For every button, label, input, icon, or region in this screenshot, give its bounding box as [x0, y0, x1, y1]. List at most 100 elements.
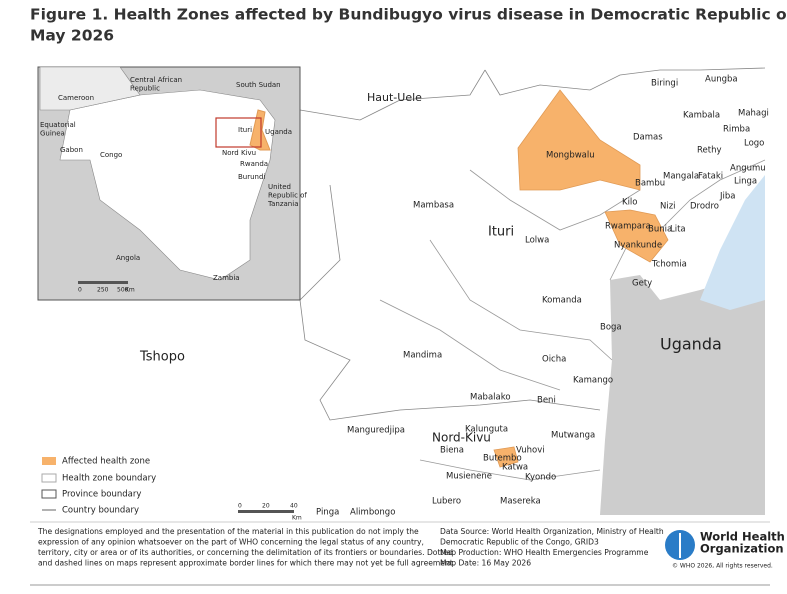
zone-label: Musienene [446, 472, 492, 482]
inset-label: Republic [130, 85, 160, 93]
zone-label: Nyankunde [614, 241, 662, 251]
scale-unit: Km [292, 515, 302, 522]
region-label: Haut-Uele [367, 91, 422, 104]
zone-label: Vuhovi [516, 446, 545, 456]
zone-label: Masereka [500, 497, 541, 507]
inset-label: Ituri [238, 126, 252, 134]
zone-label: Damas [633, 133, 663, 143]
inset-map [37, 66, 301, 301]
zone-label: Bunia [648, 225, 672, 235]
legend-swatch [41, 473, 57, 483]
scale-tick: 40 [290, 503, 298, 510]
zone-label: Alimbongo [350, 508, 395, 518]
zone-label: Mangala [663, 172, 699, 182]
inset-label: Republic of [268, 192, 307, 200]
disclaimer: territory, city or area or of its author… [38, 548, 453, 557]
zone-label: Lubero [432, 497, 461, 507]
zone-label: Nizi [660, 202, 676, 212]
disclaimer: and dashed lines on maps represent appro… [38, 559, 455, 568]
region-label: Ituri [488, 225, 514, 240]
affected-zone [517, 89, 641, 191]
zone-label: Boga [600, 323, 622, 333]
inset-label: South Sudan [236, 81, 281, 89]
zone-label: Fataki [698, 172, 723, 182]
zone-label: Aungba [705, 75, 738, 85]
uganda-area [600, 270, 765, 515]
inset-label: Burundi [238, 173, 265, 181]
inset-label: Uganda [265, 128, 292, 136]
zone-label: Kambala [683, 111, 720, 121]
scale-tick: 20 [262, 503, 270, 510]
disclaimer: The designations employed and the presen… [37, 527, 419, 536]
zone-label: Rimba [723, 125, 750, 135]
region-label: Tshopo [139, 350, 185, 365]
scale-tick: 250 [97, 287, 109, 294]
inset-label: Rwanda [240, 160, 268, 168]
region-label: Nord-Kivu [432, 431, 491, 445]
scale-tick: 0 [78, 287, 82, 294]
inset-label: Equatorial [40, 121, 76, 129]
legend [41, 457, 294, 513]
legend-label: Affected health zone [62, 457, 150, 467]
inset-label: Tanzania [267, 200, 298, 208]
zone-label: Mongbwalu [546, 151, 595, 161]
zone-label: Gety [632, 279, 652, 289]
zone-label: Kilo [622, 198, 638, 208]
data-source: Map Production: WHO Health Emergencies P… [440, 548, 649, 557]
affected-zone [604, 209, 669, 263]
legend-label: Country boundary [62, 506, 139, 516]
scale-tick: 500 [117, 287, 129, 294]
legend-label: Province boundary [62, 490, 141, 500]
zone-label: Mambasa [413, 201, 454, 211]
zone-label: Pinga [316, 508, 339, 518]
affected-zone [493, 446, 519, 468]
inset-label: United [268, 183, 291, 191]
inset-label: Gabon [60, 146, 83, 154]
legend-label: Health zone boundary [62, 474, 156, 484]
org-name: Organization [700, 542, 784, 556]
inset-label: Cameroon [58, 94, 94, 102]
zone-label: Jiba [719, 192, 735, 202]
zone-label: Mahagi [738, 109, 769, 119]
zone-label: Butembo [483, 454, 522, 464]
zone-label: Bambu [635, 179, 665, 189]
zone-label: Lolwa [525, 236, 549, 246]
zone-label: Komanda [542, 296, 582, 306]
copyright: © WHO 2026, All rights reserved. [672, 563, 773, 570]
zone-label: Manguredjipa [347, 426, 405, 436]
zone-label: Oicha [542, 355, 566, 365]
zone-label: Drodro [690, 202, 719, 212]
zone-label: Logo [744, 139, 764, 149]
inset-label: Zambia [213, 274, 240, 282]
lake [700, 175, 765, 310]
data-source: Map Date: 16 May 2026 [440, 559, 531, 568]
zone-label: Mandima [403, 351, 442, 361]
who-logo [665, 530, 695, 560]
inset-label: Guinea [40, 130, 65, 138]
zone-label: Mabalako [470, 393, 511, 403]
zone-label: Kalunguta [465, 425, 508, 435]
zone-label: Lita [670, 225, 686, 235]
title: May 2026 [30, 27, 114, 45]
zone-label: Biringi [651, 79, 678, 89]
org-name: World Health [700, 530, 785, 544]
zone-label: Angumu [730, 164, 766, 174]
zone-label: Tchomia [651, 260, 687, 270]
zone-label: Rethy [697, 146, 722, 156]
zone-label: Linga [734, 177, 757, 187]
zone-label: Kamango [573, 376, 613, 386]
legend-swatch [42, 457, 56, 465]
legend-swatch [41, 489, 57, 499]
title: Figure 1. Health Zones affected by Bundi… [30, 6, 787, 24]
data-source: Democratic Republic of the Congo, GRID3 [440, 538, 599, 547]
main-map [299, 67, 766, 515]
disclaimer: expression of any opinion whatsoever on … [38, 538, 424, 547]
zone-label: Beni [537, 396, 556, 406]
data-source: Data Source: World Health Organization, … [440, 527, 664, 536]
zone-label: Mutwanga [551, 431, 595, 441]
inset-label: Central African [130, 76, 182, 84]
inset-label: Angola [116, 254, 140, 262]
inset-label: Congo [100, 151, 122, 159]
